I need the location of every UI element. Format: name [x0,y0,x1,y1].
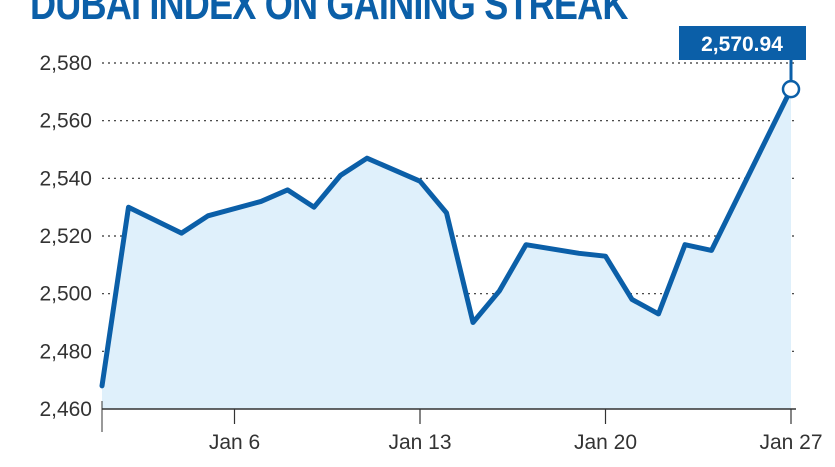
last-point-marker [781,79,801,99]
x-tick-label: Jan 6 [209,431,260,454]
y-tick-label: 2,540 [39,167,92,190]
last-value-callout: 2,570.94 [679,26,806,99]
y-tick-label: 2,460 [39,398,92,421]
axes [101,401,796,432]
x-tick-label: Jan 13 [388,431,451,454]
y-tick-label: 2,480 [39,340,92,363]
y-tick-label: 2,500 [39,283,92,306]
y-tick-label: 2,520 [39,225,92,248]
chart-title: DUBAI INDEX ON GAINING STREAK [30,0,628,29]
y-tick-label: 2,580 [39,52,92,75]
series-line [99,86,794,389]
tick-labels: 2,460 2,480 2,500 2,520 2,540 2,560 2,580 Jan 6… [39,52,822,454]
callout-label: 2,570.94 [701,33,783,56]
area-fill [102,89,791,409]
y-tick-label: 2,560 [39,110,92,133]
callout-box [679,26,806,60]
x-tick-label: Jan 27 [759,431,822,454]
x-tick-label: Jan 20 [574,431,637,454]
